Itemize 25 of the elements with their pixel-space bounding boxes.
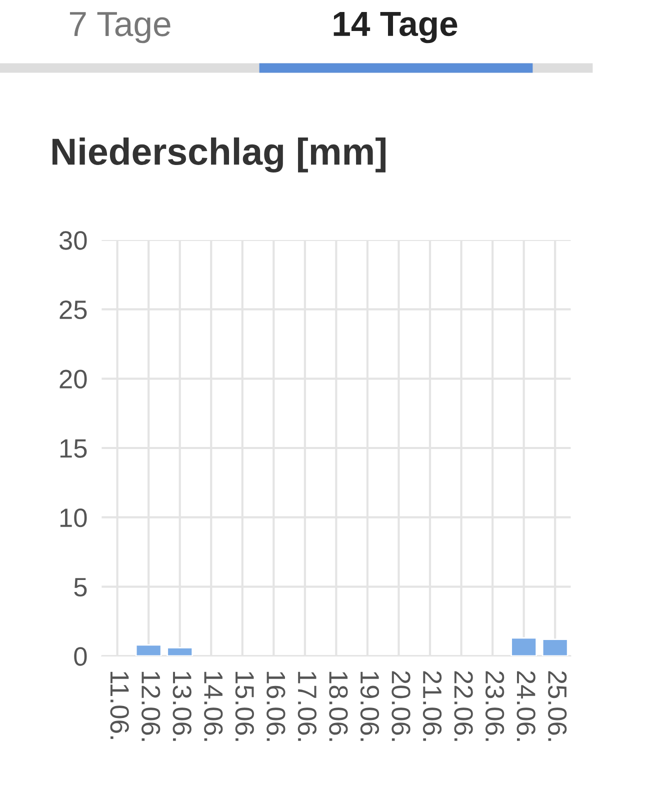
chart-title: Niederschlag [mm] — [52, 137, 386, 173]
x-tick-label: 24.06. — [516, 671, 536, 741]
text: 14 Tage — [334, 12, 458, 44]
x-tick-label: 18.06. — [329, 672, 348, 741]
x-tick-label: 22.06. — [454, 671, 473, 741]
x-tick-label: 16.06. — [266, 672, 286, 741]
x-tick-label: 21.06. — [422, 671, 442, 741]
x-tick-label: 11.06. — [110, 672, 129, 739]
x-tick-label: 15.06. — [235, 672, 254, 741]
y-tick-label: 25 — [60, 300, 87, 320]
y-tick-label: 5 — [74, 578, 87, 596]
x-tick-label: 25.06. — [548, 671, 567, 741]
x-tick-label: 13.06. — [172, 672, 192, 741]
y-tick-label: 10 — [60, 508, 87, 528]
text: 7 Tage — [70, 12, 170, 44]
y-tick-label: 0 — [74, 647, 87, 666]
x-tick-label: 14.06. — [204, 672, 223, 741]
x-tick-label: 12.06. — [142, 672, 160, 741]
y-tick-label: 15 — [60, 439, 87, 458]
x-tick-label: 19.06. — [360, 672, 380, 741]
y-tick-label: 20 — [60, 370, 87, 388]
x-tick-label: 17.06. — [298, 672, 317, 741]
x-tick-label: 23.06. — [485, 671, 504, 741]
y-tick-label: 30 — [59, 231, 87, 250]
x-tick-label: 20.06. — [392, 671, 410, 741]
